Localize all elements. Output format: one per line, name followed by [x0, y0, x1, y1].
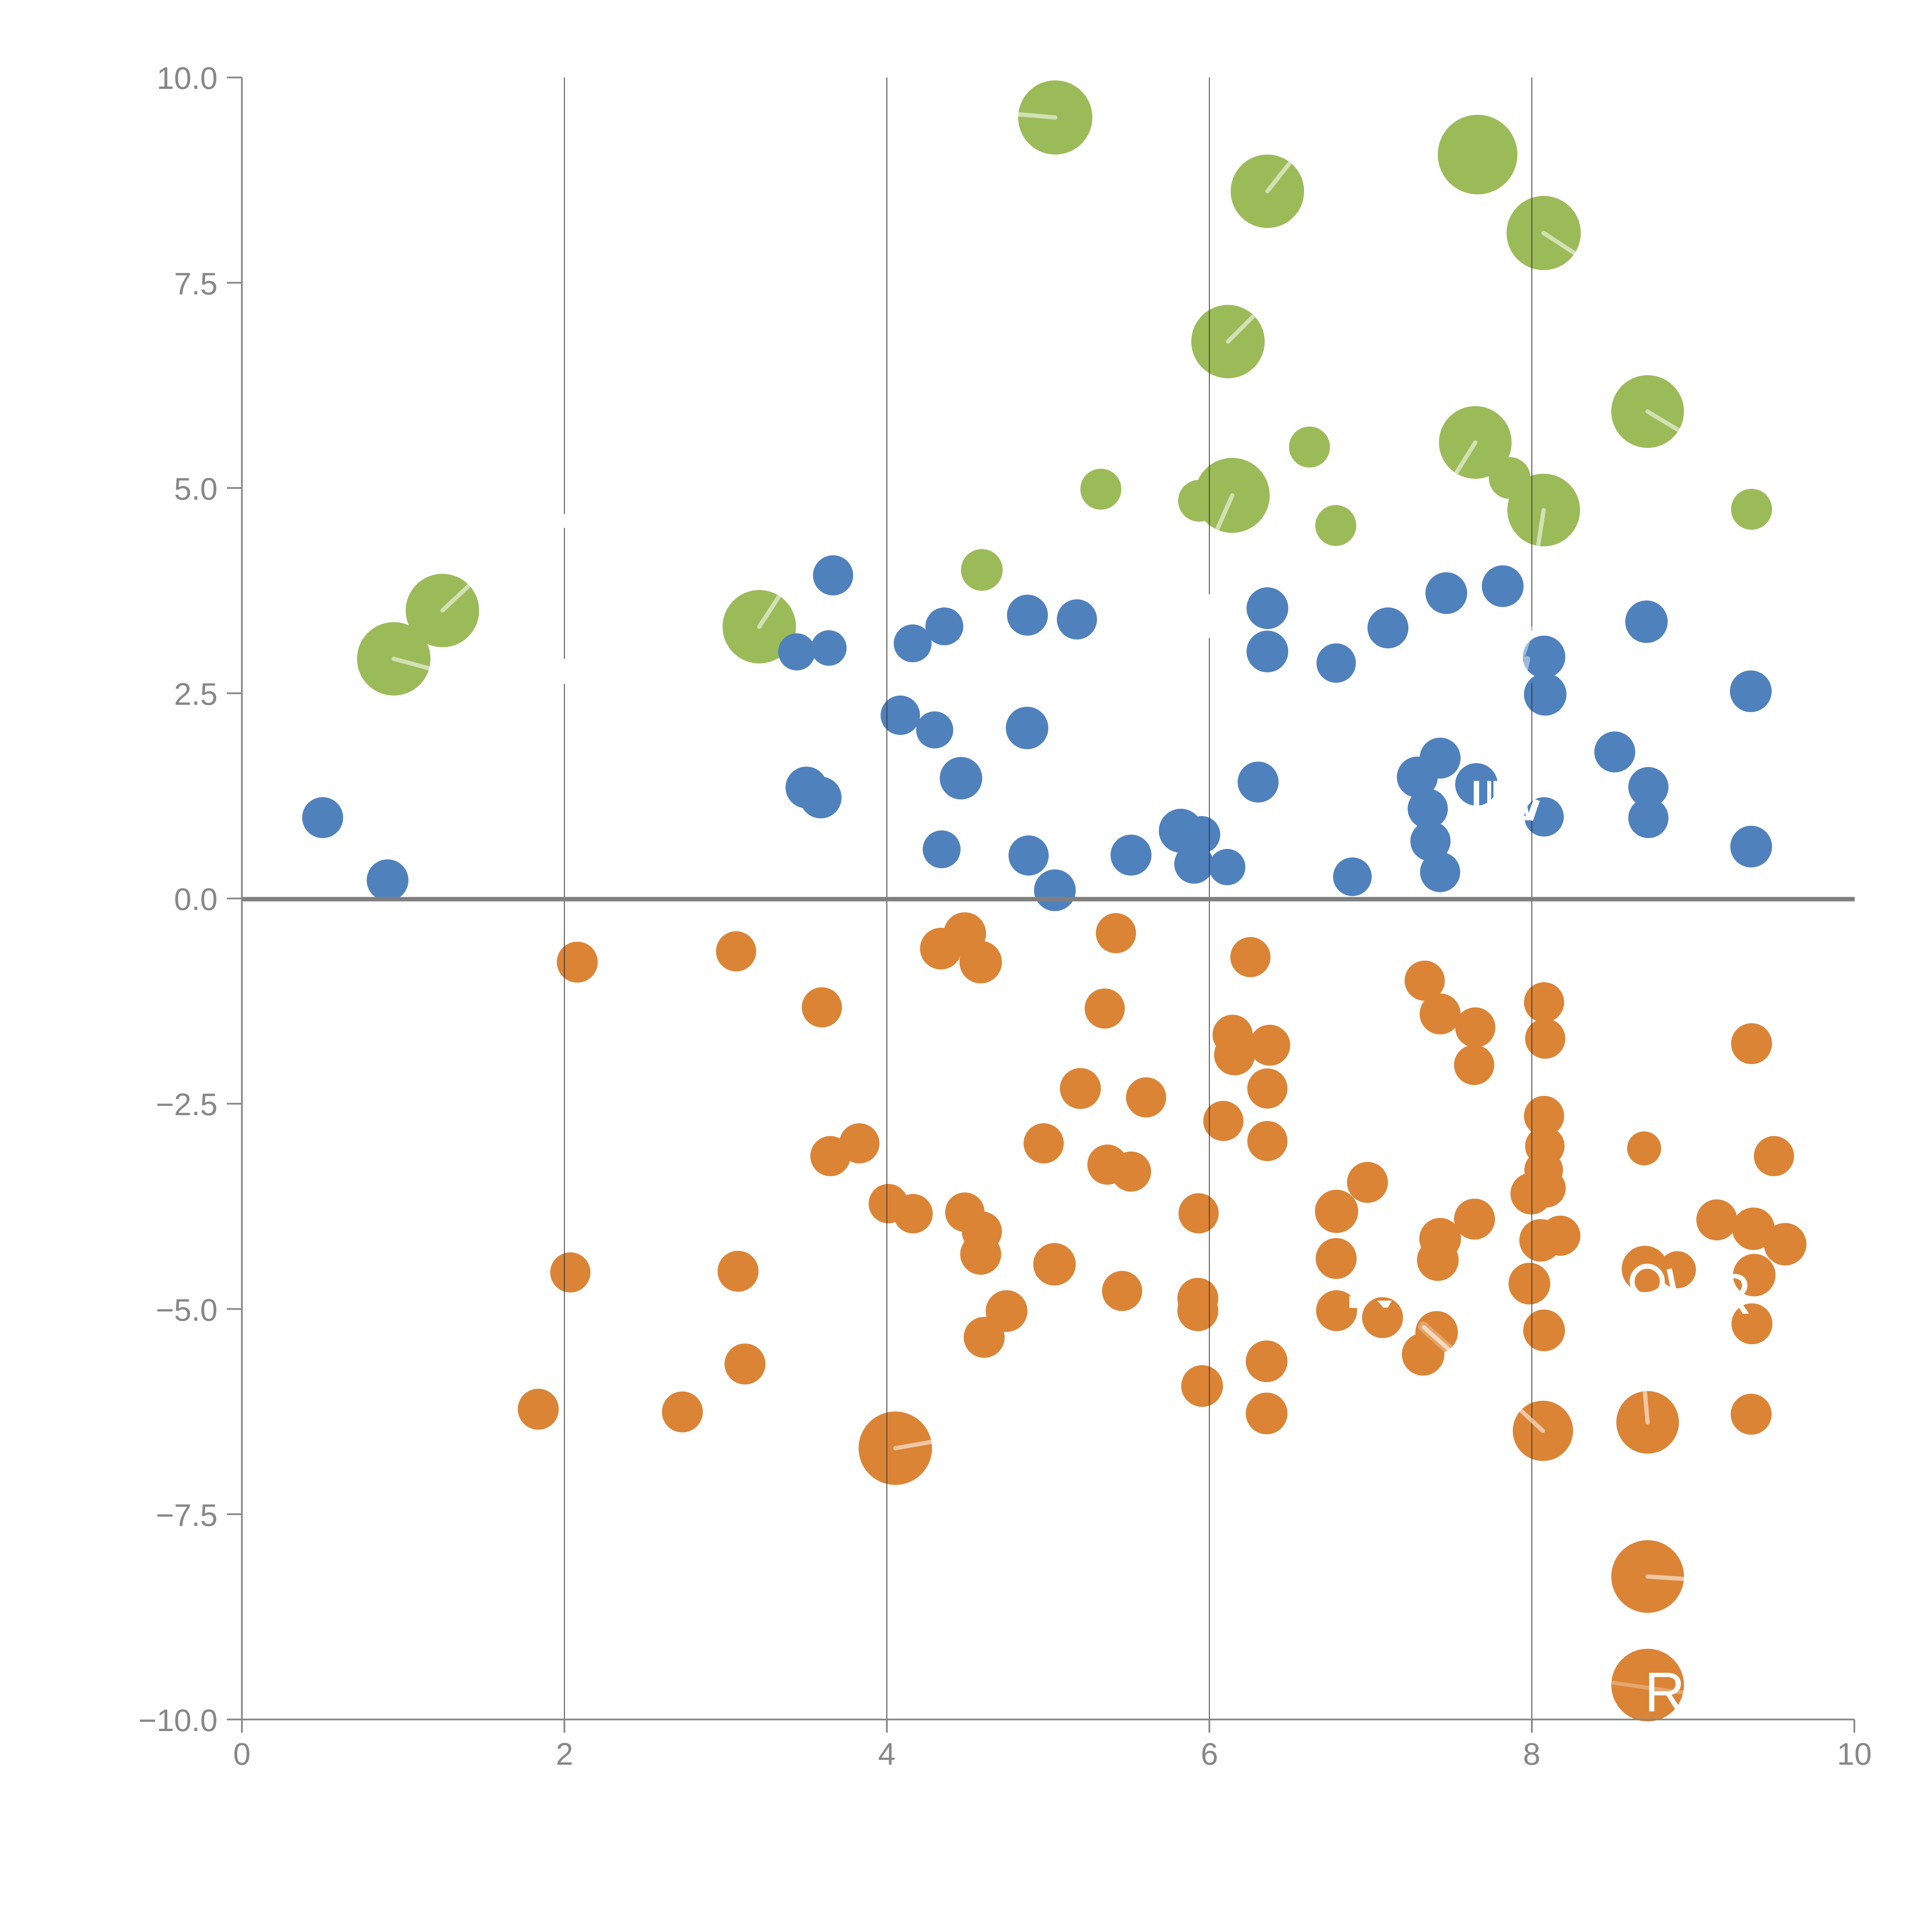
svg-text:−5.0: −5.0 — [156, 1293, 218, 1328]
svg-text:4: 4 — [878, 1737, 895, 1772]
svg-text:10: 10 — [1837, 1737, 1872, 1772]
svg-text:5.0: 5.0 — [174, 472, 218, 507]
svg-text:0: 0 — [233, 1737, 250, 1772]
svg-text:10.0: 10.0 — [156, 61, 218, 96]
svg-text:−2.5: −2.5 — [156, 1087, 218, 1122]
svg-text:R: R — [1710, 1261, 1752, 1326]
svg-text:6: 6 — [1201, 1737, 1218, 1772]
svg-text:2.5: 2.5 — [174, 677, 218, 712]
svg-text:2: 2 — [556, 1737, 573, 1772]
svg-text:R: R — [1645, 1661, 1685, 1723]
svg-text:−10.0: −10.0 — [138, 1703, 218, 1738]
svg-text:0.0: 0.0 — [174, 882, 218, 917]
svg-text:8: 8 — [1523, 1737, 1540, 1772]
svg-text:−7.5: −7.5 — [156, 1498, 218, 1533]
svg-text:7.5: 7.5 — [174, 267, 218, 301]
